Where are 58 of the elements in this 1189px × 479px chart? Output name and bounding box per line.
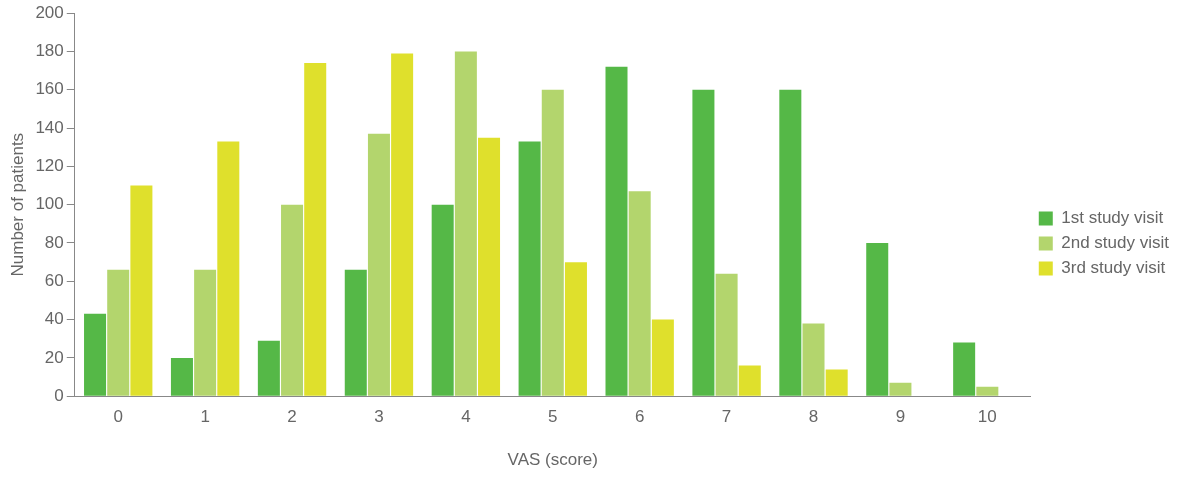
x-tick-label: 1 [200, 407, 210, 427]
bar [953, 342, 976, 396]
bar [454, 51, 477, 396]
bar [866, 243, 889, 396]
bar [130, 185, 153, 396]
y-tick-label: 100 [35, 194, 64, 214]
x-tick-label: 4 [461, 407, 471, 427]
bar [825, 369, 848, 396]
bar [564, 262, 587, 396]
x-tick-label: 7 [721, 407, 732, 427]
bar [802, 323, 825, 396]
bar [738, 365, 761, 396]
legend-label: 2nd study visit [1061, 233, 1170, 253]
x-tick-label: 0 [113, 407, 123, 427]
y-tick-label: 200 [35, 2, 64, 22]
bar [391, 53, 414, 396]
x-tick-label: 10 [977, 407, 997, 427]
x-tick-label: 6 [634, 407, 645, 427]
x-tick-label: 3 [374, 407, 384, 427]
bar [605, 66, 628, 396]
bar [431, 204, 454, 396]
bar [518, 141, 541, 396]
x-tick-label: 9 [895, 407, 906, 427]
y-tick-label: 180 [35, 41, 64, 61]
bar [257, 340, 280, 396]
bar [107, 269, 130, 396]
x-tick-label: 2 [287, 407, 297, 427]
bar [651, 319, 674, 396]
bar [628, 191, 651, 396]
x-tick-label: 8 [808, 407, 819, 427]
x-tick-label: 5 [548, 407, 558, 427]
bar [779, 89, 802, 396]
y-tick-label: 140 [35, 117, 64, 137]
y-tick-label: 40 [44, 309, 64, 329]
legend-label: 3rd study visit [1061, 258, 1166, 278]
bar [170, 357, 193, 396]
y-tick-label: 60 [44, 270, 64, 290]
bar [692, 89, 715, 396]
bar [541, 89, 564, 396]
y-tick-label: 0 [54, 385, 64, 405]
y-tick-label: 160 [35, 79, 64, 99]
bar [715, 273, 738, 396]
y-tick-label: 80 [44, 232, 64, 252]
bar [194, 269, 217, 396]
y-axis-title: Number of patients [7, 132, 27, 277]
bar [367, 133, 390, 396]
legend-label: 1st study visit [1061, 208, 1164, 228]
y-tick-label: 120 [35, 156, 64, 176]
y-tick-label: 20 [44, 347, 64, 367]
bar [976, 386, 999, 396]
bar [84, 313, 107, 396]
bar [889, 382, 912, 396]
bar [304, 62, 327, 396]
bar [344, 269, 367, 396]
x-axis-title: VAS (score) [507, 450, 598, 470]
bar [478, 137, 501, 396]
bar [217, 141, 240, 396]
bar [281, 204, 304, 396]
